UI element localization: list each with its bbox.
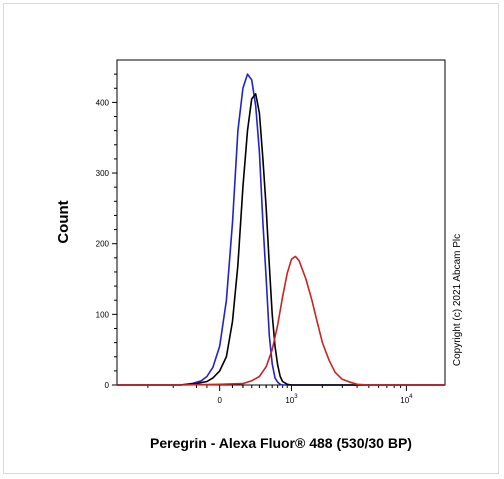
x-axis-ticks: 0 103 104: [147, 385, 413, 405]
x-tick-label: 103: [285, 394, 298, 405]
plot-area: [116, 59, 446, 386]
chart-frame: [3, 3, 499, 474]
y-tick-label: 0: [105, 381, 110, 390]
x-tick-label: 104: [400, 394, 413, 405]
y-tick-label: 300: [96, 169, 110, 178]
series-line-2: [117, 93, 445, 386]
y-tick-label: 100: [96, 310, 110, 319]
copyright-annotation: Copyright (c) 2021 Abcam Plc: [452, 234, 463, 366]
series-line-1: [117, 73, 445, 386]
series-line-3: [117, 255, 445, 386]
x-tick-label: 0: [217, 396, 222, 405]
series-layer: [117, 73, 445, 386]
y-tick-label: 400: [96, 98, 110, 107]
y-axis-ticks: 0 100 200 300 400: [96, 73, 117, 390]
y-axis-label: Count: [55, 200, 72, 243]
y-tick-label: 200: [96, 240, 110, 249]
x-axis-label: Peregrin - Alexa Fluor® 488 (530/30 BP): [150, 435, 412, 451]
